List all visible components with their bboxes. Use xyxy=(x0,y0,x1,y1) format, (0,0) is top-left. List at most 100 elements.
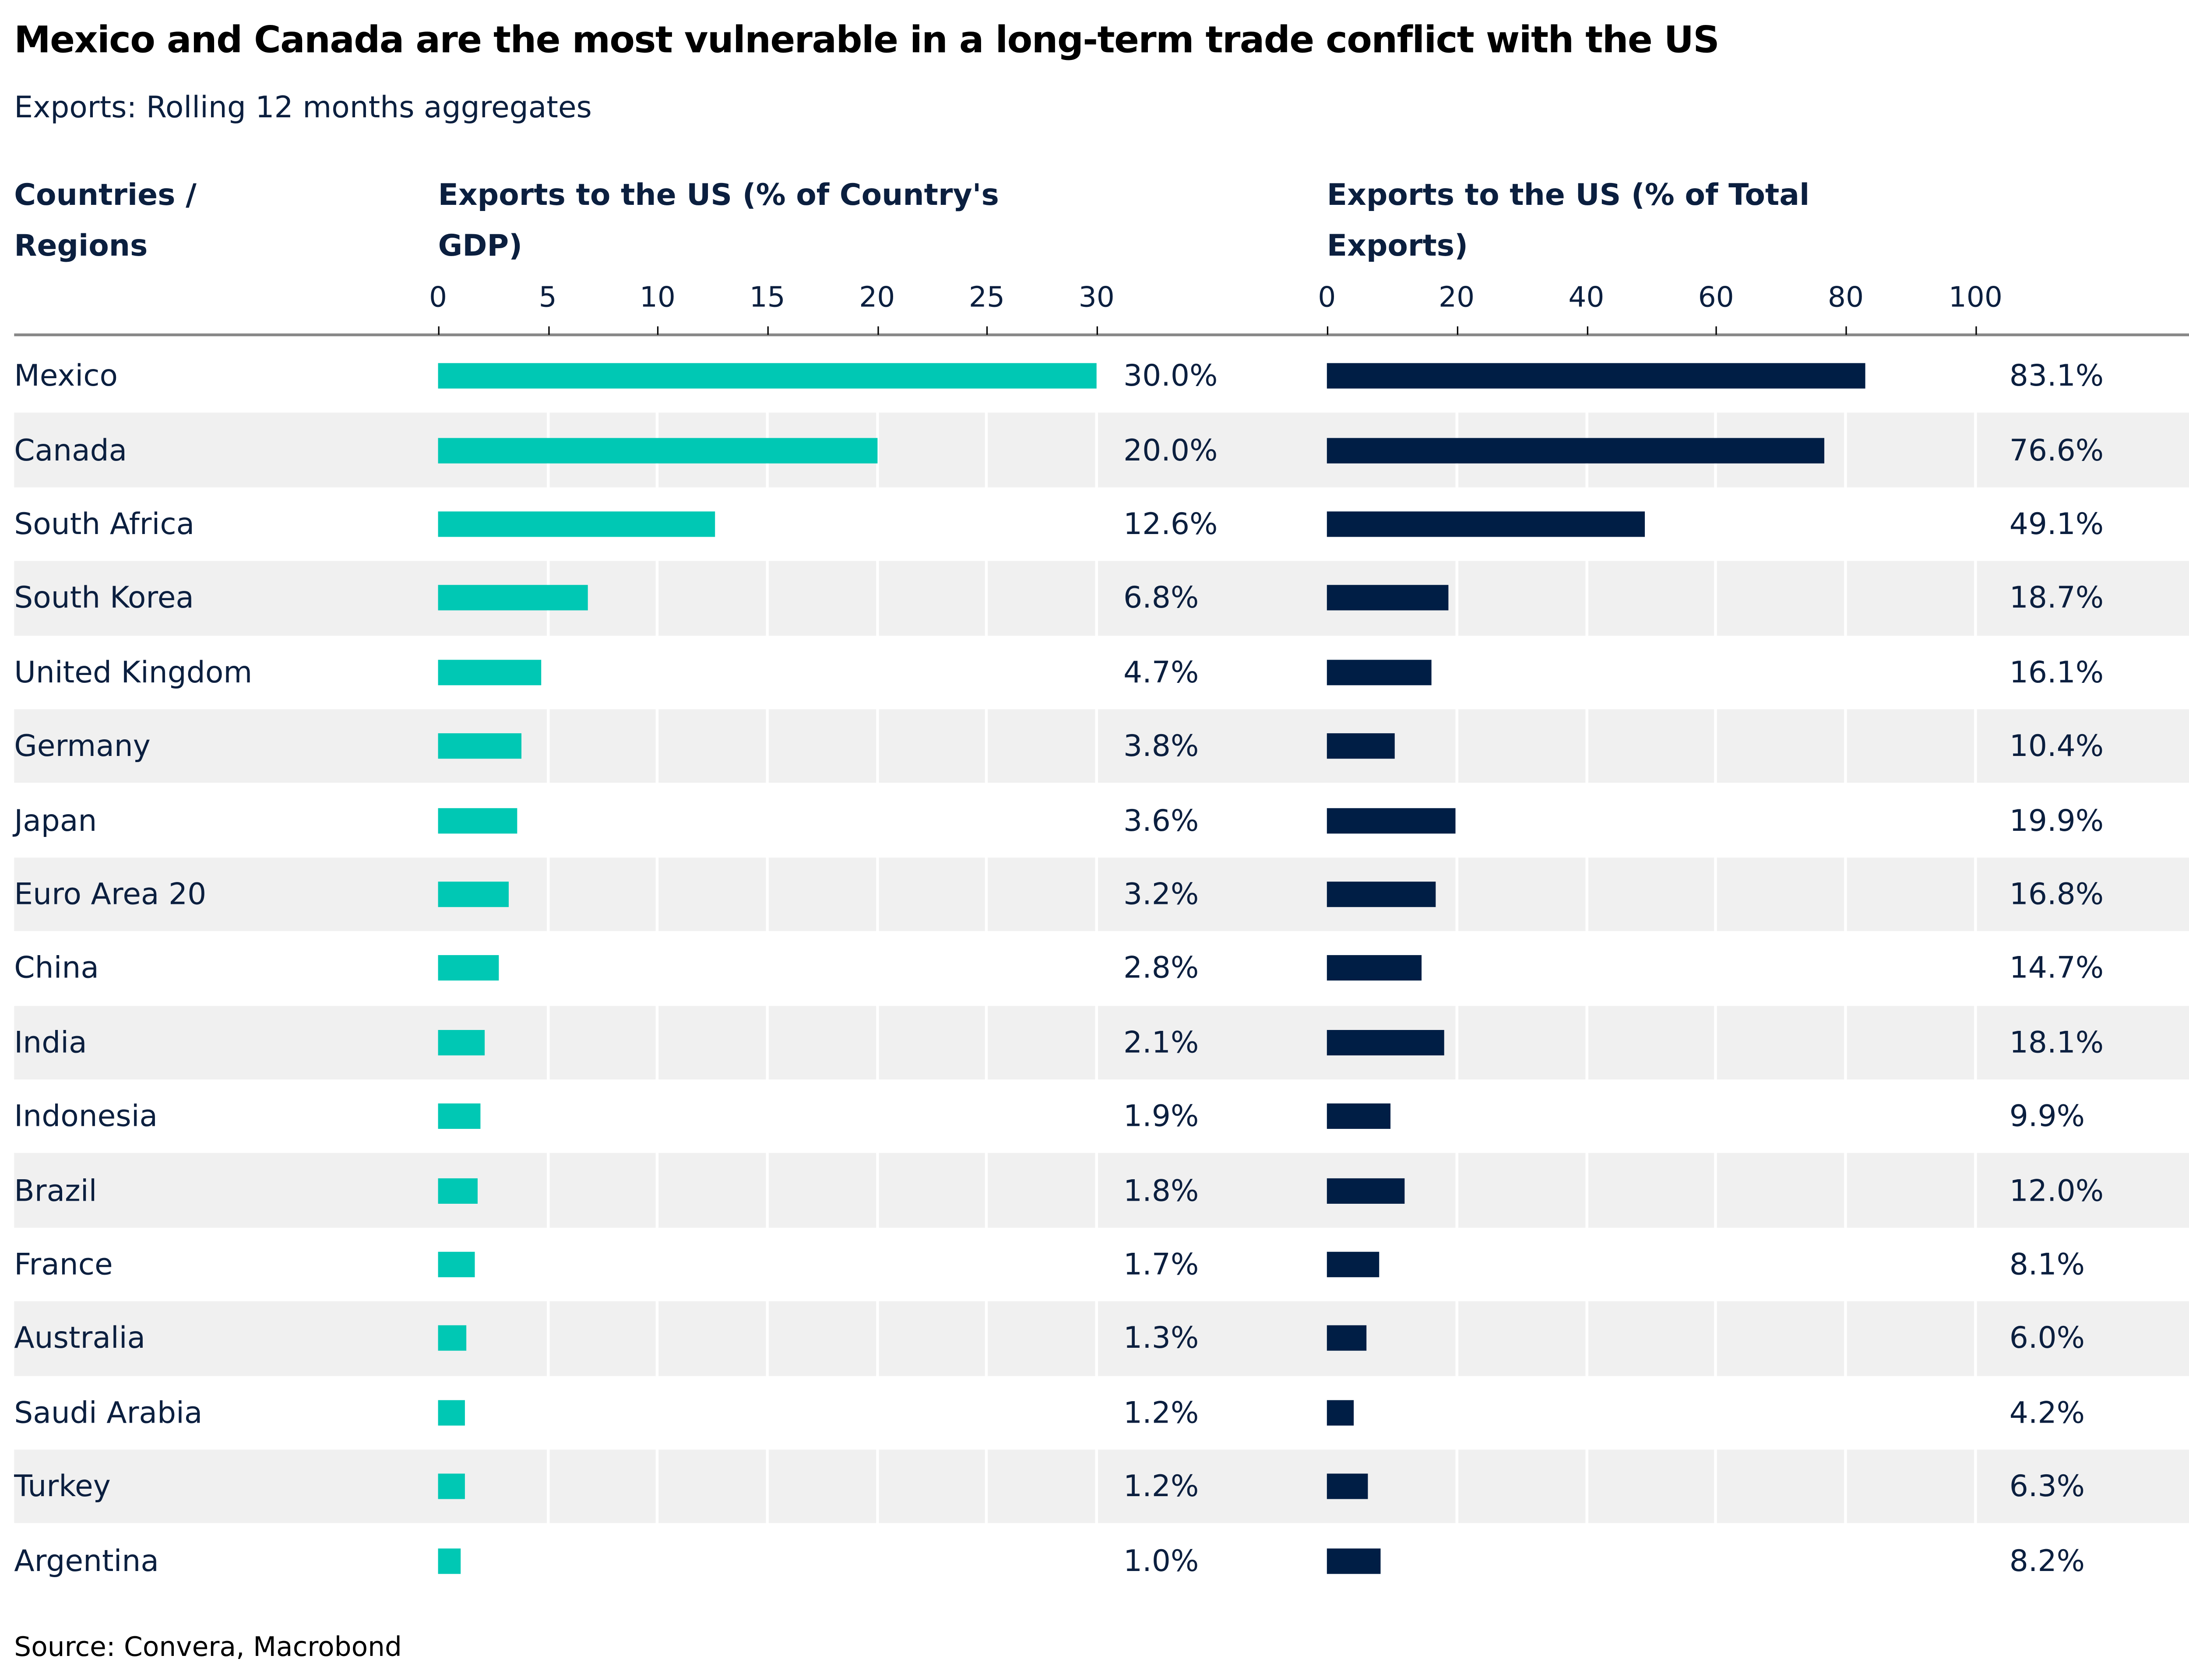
category-label: Indonesia xyxy=(14,1099,158,1134)
axis-line xyxy=(14,333,2189,337)
data-label: 19.9% xyxy=(2009,803,2104,837)
bar-exports xyxy=(1327,733,1394,759)
tick-label: 0 xyxy=(429,280,447,314)
category-label: Argentina xyxy=(14,1543,159,1578)
category-label: Brazil xyxy=(14,1173,97,1208)
bar-exports xyxy=(1327,807,1456,833)
bar-exports xyxy=(1327,1251,1380,1277)
category-label: Canada xyxy=(14,433,127,467)
data-label: 3.6% xyxy=(1123,803,1199,837)
bar-exports xyxy=(1327,511,1646,537)
bar-gdp xyxy=(438,437,877,463)
data-label: 2.8% xyxy=(1123,951,1199,985)
data-label: 1.0% xyxy=(1123,1543,1199,1578)
row-header: Countries / Regions xyxy=(14,178,197,263)
row-band xyxy=(14,1301,2189,1376)
category-label: United Kingdom xyxy=(14,655,253,689)
data-label: 16.1% xyxy=(2009,655,2104,689)
category-label: China xyxy=(14,951,99,985)
bar-exports xyxy=(1327,1104,1391,1129)
category-label: Japan xyxy=(14,803,97,837)
bar-exports xyxy=(1327,585,1448,611)
category-label: Australia xyxy=(14,1322,146,1356)
bar-gdp xyxy=(438,1104,480,1129)
gridline xyxy=(1455,336,1458,1523)
bar-exports xyxy=(1327,1548,1380,1574)
bar-gdp xyxy=(438,585,588,611)
category-label: India xyxy=(14,1025,87,1060)
data-label: 4.2% xyxy=(2009,1395,2085,1430)
gridline xyxy=(1095,336,1098,1523)
tick-label: 25 xyxy=(968,280,1005,314)
tick-mark xyxy=(548,326,549,335)
tick-label: 5 xyxy=(538,280,557,314)
row-band xyxy=(14,561,2189,636)
chart-title: Mexico and Canada are the most vulnerabl… xyxy=(14,20,1719,63)
tick-mark xyxy=(767,326,769,335)
gridline xyxy=(1714,336,1717,1523)
data-label: 12.6% xyxy=(1123,507,1218,541)
bar-exports xyxy=(1327,1030,1444,1055)
tick-mark xyxy=(877,326,879,335)
data-label: 18.1% xyxy=(2009,1025,2104,1060)
chart-subtitle: Exports: Rolling 12 months aggregates xyxy=(14,90,592,125)
tick-mark xyxy=(1586,326,1588,335)
data-label: 6.0% xyxy=(2009,1322,2085,1356)
tick-mark xyxy=(1457,326,1458,335)
tick-mark xyxy=(1327,326,1329,335)
bar-exports xyxy=(1327,882,1436,907)
data-label: 8.2% xyxy=(2009,1543,2085,1578)
tick-mark xyxy=(657,326,659,335)
bar-gdp xyxy=(438,1325,467,1351)
tick-mark xyxy=(1845,326,1848,335)
tick-mark xyxy=(986,326,989,335)
bar-gdp xyxy=(438,882,509,907)
data-label: 12.0% xyxy=(2009,1173,2104,1208)
data-label: 1.2% xyxy=(1123,1469,1199,1504)
tick-mark xyxy=(1975,326,1977,335)
data-label: 18.7% xyxy=(2009,581,2104,615)
data-label: 2.1% xyxy=(1123,1025,1199,1060)
row-band xyxy=(14,709,2189,784)
data-label: 14.7% xyxy=(2009,951,2104,985)
data-label: 4.7% xyxy=(1123,655,1199,689)
tick-label: 80 xyxy=(1827,280,1864,314)
row-band xyxy=(14,413,2189,487)
category-label: Germany xyxy=(14,729,151,763)
tick-label: 15 xyxy=(749,280,785,314)
tick-label: 30 xyxy=(1078,280,1115,314)
bar-gdp xyxy=(438,956,500,981)
tick-mark xyxy=(1716,326,1717,335)
category-label: France xyxy=(14,1248,113,1282)
gridline xyxy=(546,336,549,1523)
data-label: 1.2% xyxy=(1123,1395,1199,1430)
tick-label: 10 xyxy=(639,280,676,314)
data-label: 49.1% xyxy=(2009,507,2104,541)
row-band xyxy=(14,1153,2189,1228)
bar-gdp xyxy=(438,1474,465,1500)
data-label: 3.2% xyxy=(1123,877,1199,911)
data-label: 6.3% xyxy=(2009,1469,2085,1504)
bar-gdp xyxy=(438,1030,484,1055)
data-label: 1.7% xyxy=(1123,1248,1199,1282)
row-band xyxy=(14,857,2189,931)
tick-mark xyxy=(438,326,440,335)
data-label: 76.6% xyxy=(2009,433,2104,467)
bar-exports xyxy=(1327,363,1866,389)
category-label: South Africa xyxy=(14,507,195,541)
bar-gdp xyxy=(438,1177,478,1203)
data-label: 30.0% xyxy=(1123,359,1218,393)
panel-2-title: Exports to the US (% of Total Exports) xyxy=(1327,178,1810,263)
gridline xyxy=(1585,336,1588,1523)
bar-exports xyxy=(1327,437,1824,463)
data-label: 1.8% xyxy=(1123,1173,1199,1208)
data-label: 6.8% xyxy=(1123,581,1199,615)
source-note: Source: Convera, Macrobond xyxy=(14,1631,402,1663)
bar-gdp xyxy=(438,1548,460,1574)
gridline xyxy=(1974,336,1977,1523)
row-band xyxy=(14,1005,2189,1079)
bar-gdp xyxy=(438,733,522,759)
data-label: 10.4% xyxy=(2009,729,2104,763)
category-label: Turkey xyxy=(14,1469,111,1504)
